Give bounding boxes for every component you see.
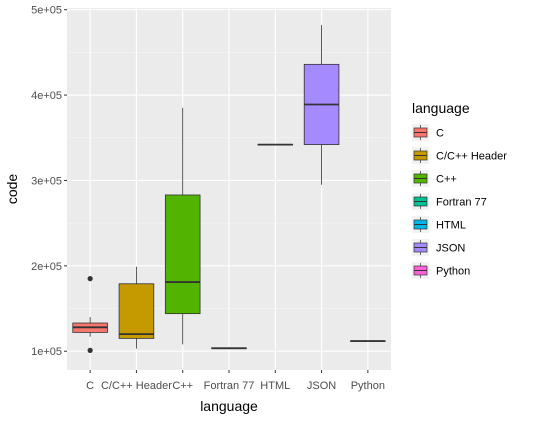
box-c-: [164, 107, 201, 345]
x-tick-label: Fortran 77: [204, 380, 255, 392]
y-tick-label: 5e+05: [31, 5, 62, 17]
x-tick-label: HTML: [260, 380, 290, 392]
legend-label: C/C++ Header: [436, 151, 507, 163]
legend-item-python: Python: [412, 262, 470, 279]
legend-label: C: [436, 128, 444, 140]
y-axis-title: code: [4, 174, 20, 205]
y-tick-label: 2e+05: [31, 261, 62, 273]
legend-item-json: JSON: [412, 239, 465, 256]
box-c-c-header: [118, 266, 155, 349]
outlier-point: [87, 347, 93, 353]
box-body: [164, 194, 201, 315]
x-tick-label: C: [86, 380, 94, 392]
x-tick-label: Python: [351, 380, 385, 392]
y-tick-label: 3e+05: [31, 175, 62, 187]
y-tick-label: 1e+05: [31, 346, 62, 358]
legend-item-fortran-77: Fortran 77: [412, 193, 487, 210]
legend-label: HTML: [436, 220, 466, 232]
box-html: [257, 143, 294, 146]
legend-label: Python: [436, 266, 470, 278]
x-tick-label: C++: [172, 380, 193, 392]
plot-panel: [67, 8, 391, 370]
legend-item-c: C: [412, 124, 444, 141]
y-tick-label: 4e+05: [31, 90, 62, 102]
legend-label: JSON: [436, 243, 465, 255]
box-c: [72, 276, 108, 353]
x-axis-title: language: [200, 398, 258, 414]
legend: language C C/C++ Header C++ Fortran 77 HTML J…: [412, 100, 507, 279]
box-fortran-77: [211, 347, 247, 350]
legend-label: Fortran 77: [436, 197, 487, 209]
outlier-point: [87, 276, 93, 282]
x-tick-label: JSON: [307, 380, 336, 392]
legend-item-c-: C++: [412, 170, 457, 187]
box-body: [118, 283, 155, 339]
axes: 1e+05 2e+05 3e+05 4e+05 5e+05 C C/C++ Header C+…: [31, 5, 385, 392]
boxes: [72, 25, 386, 353]
box-python: [350, 340, 386, 342]
legend-item-html: HTML: [412, 216, 466, 233]
legend-title: language: [412, 100, 470, 116]
legend-label: C++: [436, 174, 457, 186]
box-json: [303, 25, 340, 185]
legend-item-c-c-header: C/C++ Header: [412, 147, 507, 164]
x-tick-label: C/C++ Header: [101, 380, 172, 392]
